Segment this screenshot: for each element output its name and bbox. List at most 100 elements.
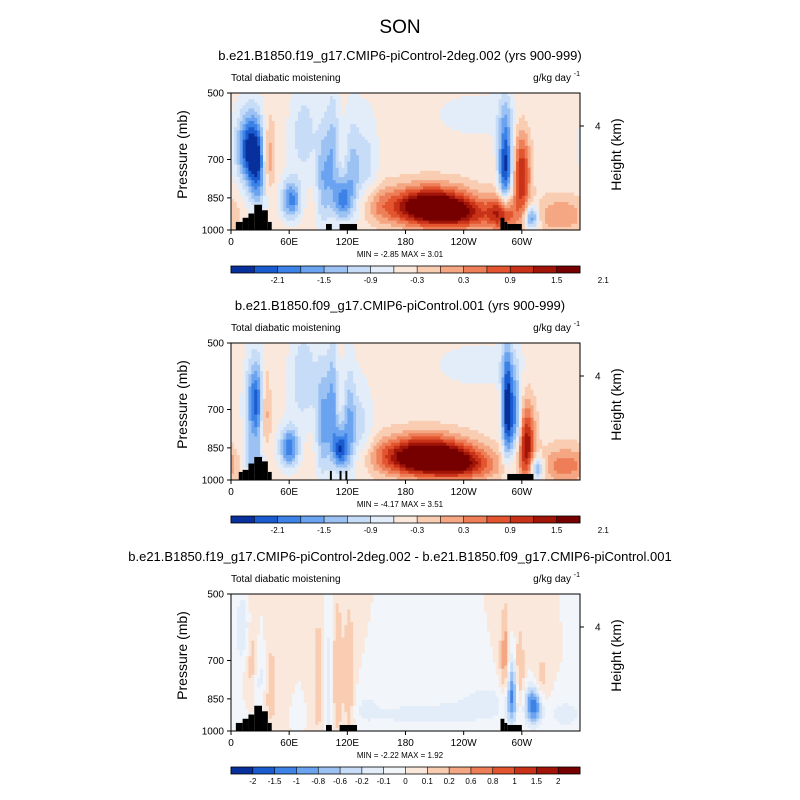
heatmap-cell (326, 114, 331, 119)
heatmap-cell (358, 111, 363, 116)
heatmap-cell (347, 136, 351, 141)
heatmap-cell (309, 136, 314, 141)
heatmap-cell (422, 136, 427, 141)
heatmap-cell (475, 149, 479, 153)
heatmap-cell (539, 93, 543, 97)
heatmap-cell (472, 145, 476, 150)
heatmap-cell (489, 117, 494, 122)
heatmap-cell (475, 127, 479, 131)
heatmap-cell (486, 93, 491, 97)
heatmap-cell (524, 114, 529, 119)
heatmap-cell (265, 99, 270, 103)
heatmap-cell (358, 127, 363, 131)
heatmap-cell (562, 130, 567, 135)
heatmap-cell (559, 114, 564, 119)
heatmap-cell (303, 130, 308, 135)
heatmap-cell (271, 136, 276, 141)
heatmap-cell (475, 124, 479, 128)
heatmap-cell (321, 145, 325, 150)
heatmap-cell (294, 136, 299, 141)
heatmap-cell (274, 130, 279, 135)
heatmap-cell (452, 130, 456, 135)
heatmap-cell (513, 99, 517, 103)
heatmap-cell (428, 93, 433, 97)
heatmap-cell (347, 108, 351, 113)
heatmap-cell (236, 93, 241, 97)
heatmap-cell (283, 114, 287, 119)
heatmap-cell (289, 121, 293, 125)
heatmap-cell (518, 114, 523, 119)
heatmap-cell (516, 108, 520, 113)
heatmap-cell (326, 93, 331, 97)
heatmap-cell (437, 124, 441, 128)
heatmap-cell (428, 127, 433, 131)
heatmap-cell (347, 133, 351, 138)
heatmap-cell (399, 149, 404, 153)
heatmap-cell (425, 139, 430, 144)
heatmap-cell (347, 130, 351, 135)
heatmap-cell (326, 99, 331, 103)
heatmap-cell (568, 117, 572, 122)
heatmap-cell (530, 108, 535, 113)
heatmap-cell (518, 117, 523, 122)
heatmap-cell (478, 105, 482, 110)
heatmap-cell (460, 102, 465, 107)
heatmap-cell (231, 145, 235, 150)
heatmap-cell (463, 136, 468, 141)
heatmap-cell (466, 102, 471, 107)
heatmap-cell (245, 127, 250, 131)
heatmap-cell (501, 108, 505, 113)
heatmap-cell (286, 102, 290, 107)
heatmap-cell (390, 130, 395, 135)
heatmap-cell (571, 124, 575, 128)
heatmap-cell (248, 117, 252, 122)
heatmap-cell (260, 99, 264, 103)
heatmap-cell (364, 108, 369, 113)
heatmap-cell (446, 130, 450, 135)
heatmap-cell (257, 152, 261, 156)
heatmap-cell (428, 105, 433, 110)
heatmap-cell (530, 139, 535, 144)
heatmap-cell (373, 99, 378, 103)
heatmap-cell (356, 105, 360, 110)
heatmap-cell (428, 124, 433, 128)
heatmap-cell (420, 111, 424, 116)
heatmap-cell (233, 108, 238, 113)
heatmap-cell (425, 149, 430, 153)
heatmap-cell (510, 108, 514, 113)
heatmap-cell (402, 130, 407, 135)
heatmap-cell (536, 93, 540, 97)
heatmap-cell (516, 133, 520, 138)
heatmap-cell (545, 139, 549, 144)
heatmap-cell (289, 114, 293, 119)
heatmap-cell (390, 99, 395, 103)
heatmap-cell (251, 136, 255, 141)
heatmap-cell (536, 105, 540, 110)
heatmap-cell (231, 142, 235, 147)
heatmap-cell (513, 117, 517, 122)
heatmap-cell (254, 133, 258, 138)
heatmap-cell (309, 111, 314, 116)
heatmap-cell (556, 105, 561, 110)
heatmap-cell (556, 127, 561, 131)
heatmap-cell (454, 117, 459, 122)
heatmap-cell (492, 108, 497, 113)
heatmap-cell (475, 145, 479, 150)
heatmap-cell (338, 114, 343, 119)
heatmap-cell (358, 117, 363, 122)
heatmap-cell (341, 111, 346, 116)
heatmap-cell (388, 105, 392, 110)
heatmap-cell (236, 145, 241, 150)
heatmap-cell (376, 136, 380, 141)
heatmap-cell (542, 96, 546, 100)
heatmap-cell (324, 108, 328, 113)
heatmap-cell (306, 130, 311, 135)
heatmap-cell (260, 102, 264, 107)
heatmap-cell (303, 93, 308, 97)
heatmap-cell (379, 130, 383, 135)
heatmap-cell (577, 111, 581, 116)
heatmap-cell (350, 136, 354, 141)
heatmap-cell (315, 93, 319, 97)
heatmap-cell (577, 99, 581, 103)
heatmap-cell (577, 136, 581, 141)
